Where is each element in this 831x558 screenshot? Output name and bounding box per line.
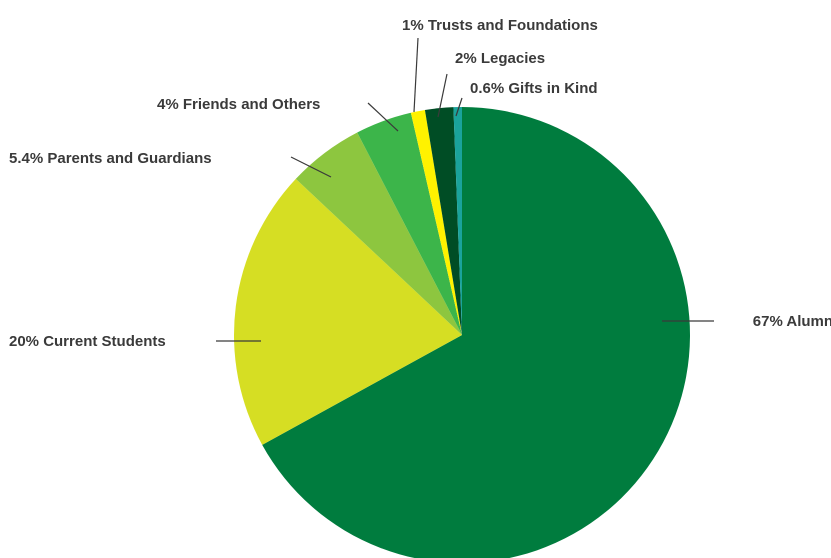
leader-line-2-legacies (437, 73, 448, 118)
leader-lines (216, 37, 714, 342)
pie-slice-5-4-parents-and-guardians (295, 132, 462, 335)
pie-slice-1-trusts-and-foundations (410, 110, 462, 335)
slice-label-0-6-gifts-in-kind: 0.6% Gifts in Kind (470, 80, 598, 97)
slice-label-20-current-students: 20% Current Students (9, 333, 166, 350)
leader-line-4-friends-and-others (367, 102, 399, 132)
leader-line-5-4-parents-and-guardians (290, 156, 332, 178)
slice-label-2-legacies: 2% Legacies (455, 50, 545, 67)
slice-label-5-4-parents-and-guardians: 5.4% Parents and Guardians (9, 150, 212, 167)
slice-label-4-friends-and-others: 4% Friends and Others (157, 96, 320, 113)
leader-line-0-6-gifts-in-kind (455, 97, 463, 117)
pie-slice-4-friends-and-others (357, 112, 462, 335)
slice-label-1-trusts-and-foundations: 1% Trusts and Foundations (402, 17, 598, 34)
pie-slice-0-6-gifts-in-kind (453, 106, 462, 335)
slice-label-67-alumni: 67% Alumni (753, 313, 831, 330)
pie-slice-20-current-students (233, 178, 462, 445)
slice-labels: 67% Alumni 20% Current Students 5.4% Paren… (9, 17, 831, 350)
pie-slice-2-legacies (424, 107, 462, 335)
pie-slice-67-alumni (262, 107, 690, 558)
leader-line-1-trusts-and-foundations (413, 37, 419, 113)
pie-slices (233, 106, 690, 558)
